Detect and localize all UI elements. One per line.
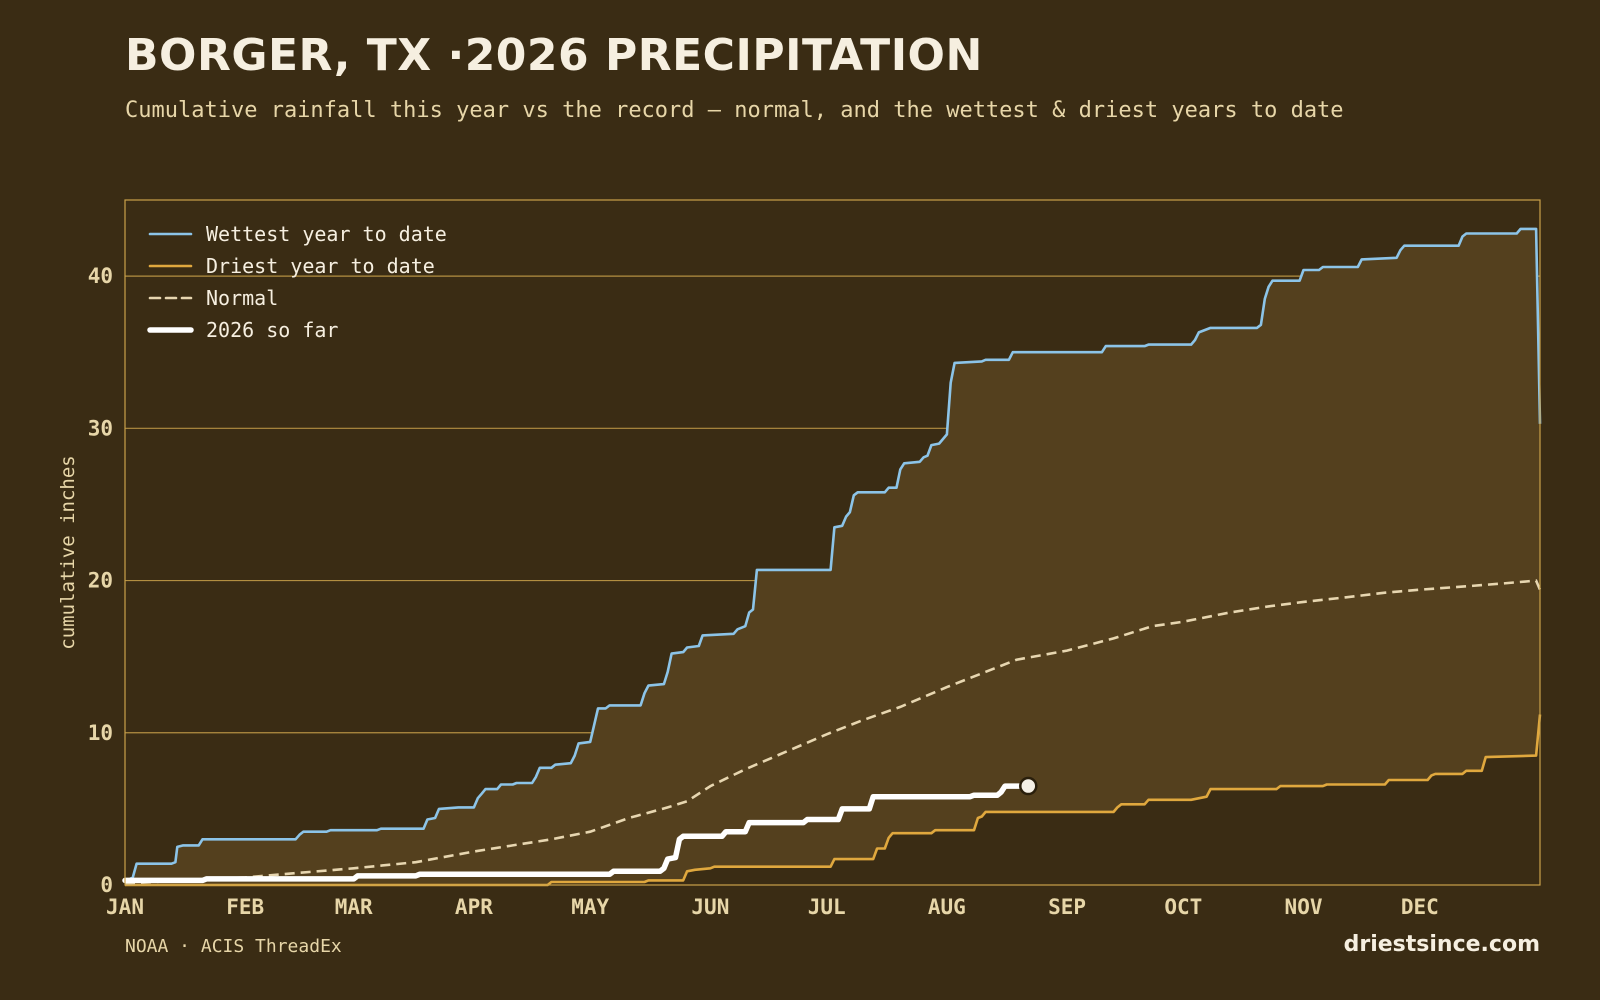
current-year-marker bbox=[1019, 776, 1038, 796]
x-tick-label-dec: DEC bbox=[1401, 895, 1439, 919]
y-tick-label: 40 bbox=[88, 264, 113, 288]
x-tick-label-nov: NOV bbox=[1285, 895, 1323, 919]
legend-label: 2026 so far bbox=[206, 318, 338, 342]
brand-link[interactable]: driestsince.com bbox=[1343, 932, 1540, 957]
legend-label: Driest year to date bbox=[206, 254, 435, 278]
wettest-series-line bbox=[124, 227, 1542, 884]
x-tick-label-aug: AUG bbox=[928, 895, 966, 919]
legend-normal: Normal bbox=[148, 286, 278, 310]
y-tick-label: 0 bbox=[100, 873, 113, 897]
x-tick-label-jun: JUN bbox=[691, 895, 729, 919]
legend: Wettest year to date Driest year to date N… bbox=[147, 222, 447, 342]
x-tick-label-sep: SEP bbox=[1048, 895, 1086, 919]
plot-frame-layer bbox=[124, 199, 1541, 886]
y-tick-label: 10 bbox=[88, 721, 113, 745]
x-tick-label-oct: OCT bbox=[1164, 895, 1202, 919]
legend-wettest: Wettest year to date bbox=[148, 222, 447, 246]
driest-series-line bbox=[125, 714, 1542, 887]
x-tick-label-feb: FEB bbox=[226, 895, 264, 919]
x-tick-label-apr: APR bbox=[455, 895, 493, 919]
page-title: BORGER, TX ·2026 PRECIPITATION bbox=[125, 30, 983, 81]
y-tick-label: 20 bbox=[88, 569, 113, 593]
legend-label: Wettest year to date bbox=[206, 222, 447, 246]
y-axis-label: cumulative inches bbox=[57, 455, 79, 649]
y-tick-label: 30 bbox=[88, 416, 113, 440]
source-note: NOAA · ACIS ThreadEx bbox=[125, 936, 342, 957]
legend-label: Normal bbox=[206, 286, 278, 310]
x-tick-label-jan: JAN bbox=[106, 895, 144, 919]
normal-series-line bbox=[124, 579, 1542, 885]
x-tick-label-jul: JUL bbox=[808, 895, 846, 919]
x-tick-label-mar: MAR bbox=[335, 895, 373, 919]
legend-2026: 2026 so far bbox=[147, 318, 338, 342]
series-layer bbox=[122, 227, 1542, 887]
plot-frame bbox=[124, 199, 1541, 886]
page-subtitle: Cumulative rainfall this year vs the rec… bbox=[125, 98, 1344, 123]
axis-layer: 0 10 20 30 40 JAN FEB MAR APR MAY JUN JUL AUG SEP OCT N… bbox=[88, 264, 1439, 919]
current-year-series-line bbox=[122, 783, 1032, 884]
legend-driest: Driest year to date bbox=[148, 254, 435, 278]
x-tick-label-may: MAY bbox=[571, 895, 609, 919]
